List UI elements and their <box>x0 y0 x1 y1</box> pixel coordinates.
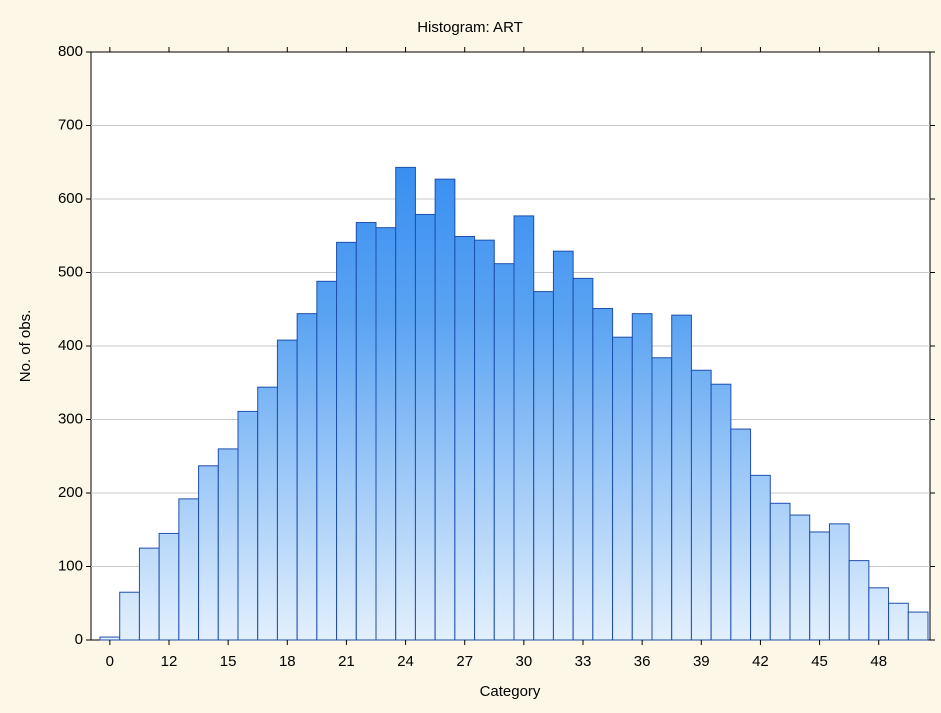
x-tick-label: 45 <box>811 653 828 670</box>
bar <box>474 239 495 641</box>
bar <box>158 532 180 641</box>
x-tick-label: 48 <box>870 653 887 670</box>
bar <box>454 235 476 641</box>
chart-title: Histogram: ART <box>417 19 523 36</box>
bar <box>316 280 338 641</box>
bar <box>513 215 535 641</box>
bar <box>868 587 890 641</box>
x-tick-label: 21 <box>338 653 355 670</box>
x-tick-label: 39 <box>693 653 710 670</box>
bar <box>395 166 416 641</box>
bar <box>592 308 614 641</box>
y-tick-label: 300 <box>58 410 83 427</box>
bar <box>888 602 909 641</box>
bar <box>336 241 357 641</box>
y-tick-label: 100 <box>58 557 83 574</box>
bar <box>789 514 811 641</box>
bar <box>355 222 377 641</box>
x-axis-label: Category <box>480 683 541 700</box>
y-axis-label: No. of obs. <box>17 310 34 383</box>
x-tick-label: 12 <box>161 653 178 670</box>
y-tick-label: 0 <box>75 631 83 648</box>
x-tick-label: 42 <box>752 653 769 670</box>
bar <box>710 383 732 641</box>
plot: 0 100 200 300 400 500 600 700 800 0 12 15 18 21 24 27 30… <box>58 43 935 670</box>
x-tick-label: 30 <box>516 653 533 670</box>
bar <box>217 448 239 641</box>
bar <box>99 636 121 641</box>
x-tick-label: 18 <box>279 653 296 670</box>
bar <box>198 465 219 641</box>
bar <box>572 277 594 641</box>
bar <box>178 498 200 641</box>
bar <box>631 313 653 641</box>
x-tick-label: 24 <box>397 653 414 670</box>
bar <box>119 591 140 641</box>
bar <box>690 369 712 641</box>
x-tick-label: 36 <box>634 653 651 670</box>
bar <box>237 410 259 641</box>
bar <box>907 611 929 641</box>
bar <box>809 531 830 641</box>
y-tick-label: 200 <box>58 484 83 501</box>
bar <box>651 357 673 641</box>
y-tick-label: 600 <box>58 190 83 207</box>
bar <box>414 213 436 641</box>
x-tick-label: 33 <box>575 653 592 670</box>
x-tick-label: 15 <box>220 653 237 670</box>
bar <box>276 339 298 641</box>
bar <box>730 428 752 641</box>
x-tick-label: 27 <box>456 653 473 670</box>
bar <box>612 336 633 641</box>
y-tick-label: 500 <box>58 263 83 280</box>
x-tick-label: 0 <box>106 653 114 670</box>
bar <box>138 547 160 641</box>
bar <box>375 227 397 641</box>
bar <box>848 560 870 641</box>
bar <box>828 523 850 641</box>
bar <box>493 263 515 641</box>
bar <box>296 313 318 641</box>
bar <box>750 474 771 641</box>
bar <box>769 502 791 641</box>
y-tick-label: 700 <box>58 116 83 133</box>
bar <box>434 178 456 641</box>
bar <box>671 314 692 641</box>
bar <box>533 291 554 641</box>
bar <box>552 250 574 641</box>
y-tick-label: 800 <box>58 43 83 60</box>
bar <box>257 386 278 641</box>
y-tick-label: 400 <box>58 337 83 354</box>
